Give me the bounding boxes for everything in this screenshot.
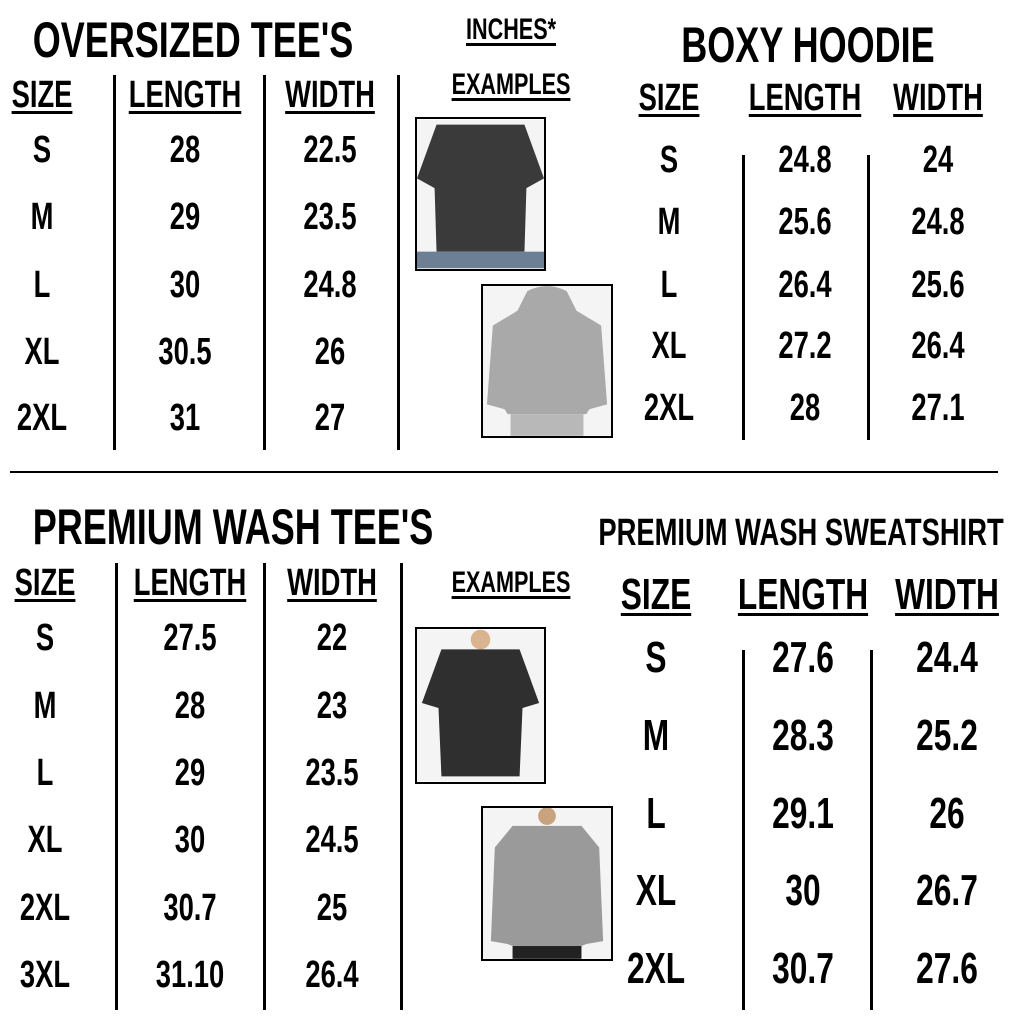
table-cell: 26.7 [916, 866, 978, 915]
column-divider [742, 155, 745, 440]
column-header: SIZE [14, 562, 76, 604]
table-cell: 2XL [626, 944, 686, 993]
table-cell: 23.5 [303, 196, 357, 238]
table-cell: 24 [922, 139, 954, 181]
column-divider [263, 563, 266, 1010]
column-header: SIZE [638, 77, 700, 119]
table-cell: 25 [316, 887, 348, 929]
table-cell: L [33, 264, 51, 306]
table-cell: 24.5 [305, 819, 359, 861]
column-divider [397, 75, 400, 450]
table-cell: 22.5 [303, 129, 357, 171]
premium-wash-sweatshirt-photo [481, 806, 613, 961]
column-divider [115, 563, 118, 1010]
table-cell: 30 [785, 866, 821, 915]
premium-wash-sweatshirt-title: PREMIUM WASH SWEATSHIRT [598, 512, 1004, 554]
table-cell: 28 [174, 685, 206, 727]
table-cell: 25.6 [911, 264, 965, 306]
table-cell: S [32, 129, 52, 171]
table-cell: 27.5 [163, 617, 217, 659]
premium-wash-tees-title: PREMIUM WASH TEE'S [32, 499, 434, 555]
table-cell: 26.4 [305, 954, 359, 996]
table-cell: 28 [169, 129, 201, 171]
table-cell: M [642, 711, 670, 760]
table-cell: 26.4 [911, 325, 965, 367]
column-header: LENGTH [133, 562, 247, 604]
table-cell: L [660, 264, 678, 306]
table-cell: 29 [169, 196, 201, 238]
table-cell: 2XL [643, 387, 695, 429]
column-divider [867, 155, 870, 440]
table-cell: 27.1 [911, 387, 965, 429]
table-cell: S [645, 633, 667, 682]
table-cell: 25.6 [778, 201, 832, 243]
table-cell: 30 [174, 819, 206, 861]
table-cell: 26 [314, 331, 346, 373]
table-cell: 3XL [19, 954, 71, 996]
boxy-hoodie-title: BOXY HOODIE [681, 17, 935, 73]
column-header: LENGTH [748, 77, 862, 119]
oversized-tee-photo [415, 117, 546, 271]
column-divider [400, 563, 403, 1010]
table-cell: S [35, 617, 55, 659]
table-cell: 27.2 [778, 325, 832, 367]
boxy-hoodie-photo [481, 284, 613, 438]
table-cell: 28 [789, 387, 821, 429]
table-cell: 30.7 [163, 887, 217, 929]
table-cell: 31.10 [155, 954, 225, 996]
table-cell: 2XL [19, 887, 71, 929]
table-cell: 26.4 [778, 264, 832, 306]
column-header: WIDTH [287, 562, 377, 604]
column-divider [870, 650, 873, 1010]
table-cell: XL [635, 866, 677, 915]
table-cell: 28.3 [772, 711, 834, 760]
column-header: LENGTH [737, 570, 869, 619]
table-cell: 30.7 [772, 944, 834, 993]
table-cell: 24.8 [911, 201, 965, 243]
table-cell: 29 [174, 752, 206, 794]
column-header: SIZE [11, 74, 73, 116]
table-cell: 26 [929, 789, 965, 838]
table-cell: 24.8 [303, 264, 357, 306]
column-header: WIDTH [893, 77, 983, 119]
table-cell: 23 [316, 685, 348, 727]
table-cell: XL [651, 325, 687, 367]
table-cell: M [30, 196, 54, 238]
table-cell: 23.5 [305, 752, 359, 794]
column-header: WIDTH [895, 570, 999, 619]
premium-wash-tee-photo [415, 627, 546, 784]
table-cell: M [33, 685, 57, 727]
table-cell: L [36, 752, 54, 794]
table-cell: 27.6 [772, 633, 834, 682]
table-cell: 24.4 [916, 633, 978, 682]
oversized-tees-title: OVERSIZED TEE'S [32, 12, 354, 68]
table-cell: 27.6 [916, 944, 978, 993]
column-header: SIZE [620, 570, 692, 619]
table-cell: S [659, 139, 679, 181]
table-cell: 22 [316, 617, 348, 659]
table-cell: 30 [169, 264, 201, 306]
section-divider [10, 471, 998, 473]
examples-label-top: EXAMPLES [451, 68, 571, 101]
table-cell: 30.5 [158, 331, 212, 373]
table-cell: 2XL [16, 397, 68, 439]
column-divider [263, 75, 266, 450]
table-cell: 24.8 [778, 139, 832, 181]
column-header: WIDTH [285, 74, 375, 116]
column-divider [742, 650, 745, 1010]
table-cell: 25.2 [916, 711, 978, 760]
table-cell: M [657, 201, 681, 243]
table-cell: L [646, 789, 666, 838]
table-cell: 31 [169, 397, 201, 439]
table-cell: 27 [314, 397, 346, 439]
column-header: LENGTH [128, 74, 242, 116]
table-cell: XL [24, 331, 60, 373]
table-cell: 29.1 [772, 789, 834, 838]
examples-label-bottom: EXAMPLES [451, 566, 571, 599]
units-label: INCHES* [465, 13, 557, 46]
column-divider [113, 75, 116, 450]
table-cell: XL [27, 819, 63, 861]
